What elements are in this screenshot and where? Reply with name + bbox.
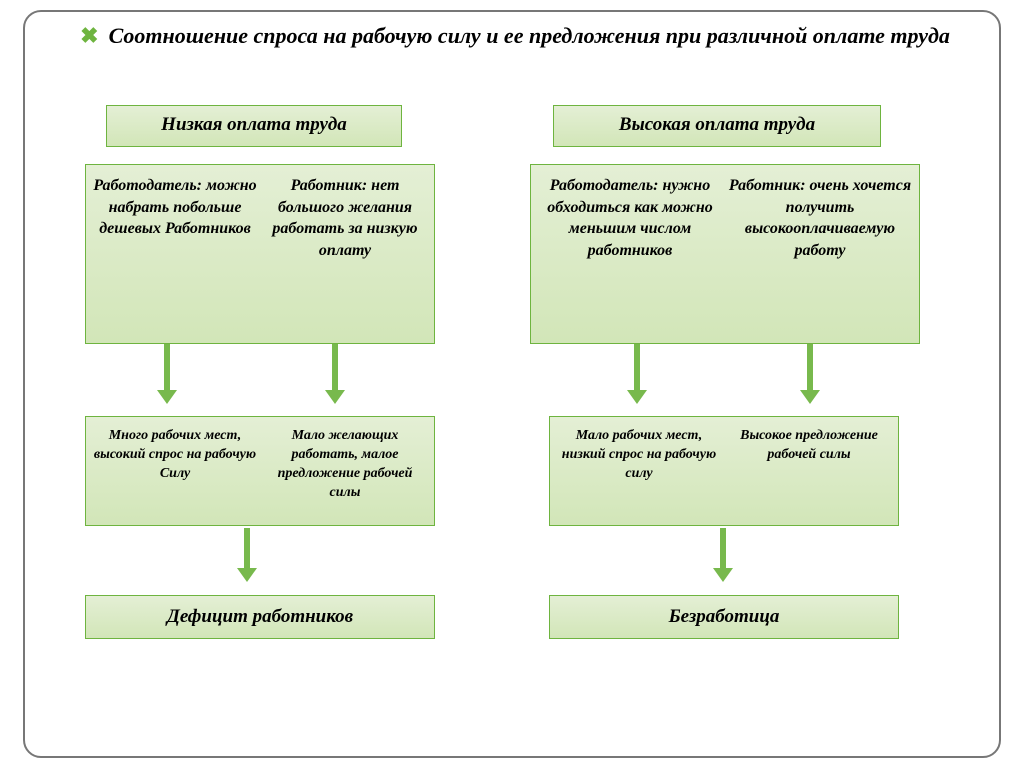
left-row1: Работодатель: можно набрать побольше деш… [85, 164, 435, 344]
left-result: Дефицит работников [85, 595, 435, 639]
right-row1-employee: Работник: очень хочется получить высокоо… [727, 175, 913, 333]
left-row2: Много рабочих мест, высокий спрос на раб… [85, 416, 435, 526]
right-result-text: Безработица [669, 606, 780, 627]
flow-arrow [328, 344, 342, 402]
right-result: Безработица [549, 595, 899, 639]
right-row1-employer: Работодатель: нужно обходиться как можно… [537, 175, 723, 333]
right-row2-supply: Высокое предложение рабочей силы [726, 427, 892, 515]
right-row2-demand: Мало рабочих мест, низкий спрос на рабоч… [556, 427, 722, 515]
left-result-text: Дефицит работников [167, 606, 353, 627]
right-header: Высокая оплата труда [553, 105, 881, 147]
left-row1-employer: Работодатель: можно набрать побольше деш… [92, 175, 258, 333]
flow-arrow [240, 528, 254, 580]
slide-title: Соотношение спроса на рабочую силу и ее … [109, 23, 950, 48]
bullet-icon: ✖ [80, 23, 98, 48]
flow-arrow [803, 344, 817, 402]
flow-arrow [630, 344, 644, 402]
flow-arrow [160, 344, 174, 402]
right-header-text: Высокая оплата труда [619, 114, 815, 135]
right-row1: Работодатель: нужно обходиться как можно… [530, 164, 920, 344]
left-row1-employee: Работник: нет большого желания работать … [262, 175, 428, 333]
flow-arrow [716, 528, 730, 580]
left-header-text: Низкая оплата труда [161, 114, 347, 135]
left-row2-demand: Много рабочих мест, высокий спрос на раб… [92, 427, 258, 515]
title-block: ✖ Соотношение спроса на рабочую силу и е… [80, 22, 950, 50]
right-row2: Мало рабочих мест, низкий спрос на рабоч… [549, 416, 899, 526]
left-header: Низкая оплата труда [106, 105, 402, 147]
left-row2-supply: Мало желающих работать, малое предложени… [262, 427, 428, 515]
